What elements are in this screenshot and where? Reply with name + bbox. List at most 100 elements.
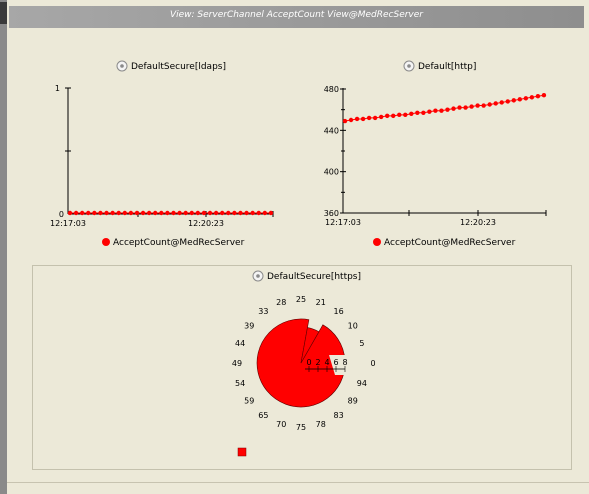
data-point bbox=[219, 210, 225, 216]
ring-label: 59 bbox=[244, 397, 254, 406]
window-title: View: ServerChannel AcceptCount View@Med… bbox=[169, 10, 423, 20]
data-point bbox=[487, 102, 492, 107]
legend-marker-ldaps bbox=[102, 238, 110, 246]
ring-label: 44 bbox=[235, 339, 245, 348]
x-tick-label-mid: 12:20:23 bbox=[188, 219, 224, 228]
data-point bbox=[469, 104, 474, 109]
y-tick-label: 480 bbox=[324, 85, 339, 94]
ldaps-line-chart: 1 0 12:17:03 12:20:23 bbox=[50, 84, 274, 228]
x-tick-label-start: 12:17:03 bbox=[50, 219, 86, 228]
legend-marker-http bbox=[373, 238, 381, 246]
window-title-bar[interactable]: View: ServerChannel AcceptCount View@Med… bbox=[9, 6, 584, 28]
data-point bbox=[177, 210, 182, 216]
data-point bbox=[415, 110, 420, 115]
edge-handle bbox=[0, 2, 7, 24]
data-point bbox=[403, 112, 408, 118]
y-tick-label-1: 1 bbox=[55, 84, 60, 93]
bottom-divider bbox=[7, 482, 589, 483]
chart-title-http: Default[http] bbox=[418, 62, 476, 72]
x-tick-label-start: 12:17:03 bbox=[325, 218, 361, 227]
gear-icon bbox=[252, 270, 264, 282]
ring-label: 70 bbox=[276, 420, 286, 429]
data-point bbox=[195, 210, 201, 216]
data-point bbox=[146, 210, 152, 216]
data-point bbox=[201, 210, 207, 216]
data-point bbox=[439, 108, 444, 113]
data-point bbox=[140, 210, 146, 216]
data-point bbox=[463, 105, 468, 110]
ring-label: 28 bbox=[276, 298, 286, 307]
ring-label: 5 bbox=[359, 339, 364, 348]
y-tick-label: 440 bbox=[324, 126, 339, 135]
http-line-chart: 12:17:03 12:20:23 360 400 440 480 bbox=[324, 85, 547, 227]
data-point bbox=[153, 210, 158, 216]
pie-cutout bbox=[329, 355, 346, 375]
data-point bbox=[98, 210, 103, 216]
data-point bbox=[86, 210, 91, 216]
data-point bbox=[238, 210, 243, 216]
data-point bbox=[451, 106, 456, 111]
data-point bbox=[128, 210, 134, 216]
data-point bbox=[159, 210, 164, 216]
data-point bbox=[67, 210, 73, 216]
data-point bbox=[541, 93, 547, 98]
chart-title-ldaps: DefaultSecure[ldaps] bbox=[131, 62, 226, 72]
ring-label: 89 bbox=[348, 397, 358, 406]
data-point bbox=[244, 210, 249, 216]
data-point bbox=[250, 210, 255, 216]
ring-label: 75 bbox=[296, 423, 306, 432]
data-point bbox=[354, 116, 360, 122]
data-point bbox=[433, 108, 438, 113]
data-point bbox=[378, 114, 384, 120]
chart-title-https: DefaultSecure[https] bbox=[267, 272, 361, 282]
data-point bbox=[481, 103, 486, 108]
ring-label: 39 bbox=[244, 321, 254, 330]
ring-label: 94 bbox=[357, 379, 367, 388]
legend-label-http: AcceptCount@MedRecServer bbox=[384, 238, 516, 248]
data-point bbox=[523, 96, 529, 101]
data-point bbox=[391, 113, 396, 119]
data-point bbox=[372, 115, 378, 121]
radial-tick-label: 2 bbox=[315, 358, 320, 367]
y-tick-label: 400 bbox=[324, 168, 339, 177]
data-point bbox=[104, 210, 109, 216]
ring-label: 16 bbox=[334, 307, 344, 316]
data-point bbox=[73, 210, 79, 216]
ring-label: 21 bbox=[316, 298, 326, 307]
view-window: View: ServerChannel AcceptCount View@Med… bbox=[7, 0, 589, 494]
radial-tick-label: 8 bbox=[342, 358, 347, 367]
ring-label: 65 bbox=[258, 411, 268, 420]
data-point bbox=[122, 210, 127, 216]
data-point bbox=[511, 98, 516, 103]
y-tick-label-0: 0 bbox=[59, 210, 64, 219]
radial-tick-label: 6 bbox=[333, 358, 338, 367]
data-point bbox=[116, 210, 121, 216]
ring-label: 33 bbox=[258, 307, 268, 316]
data-point bbox=[505, 99, 510, 104]
ring-label: 78 bbox=[316, 420, 326, 429]
radial-tick-label: 4 bbox=[324, 358, 329, 367]
https-chart-panel bbox=[32, 265, 572, 470]
data-point bbox=[189, 210, 194, 216]
data-point bbox=[397, 112, 402, 118]
data-point bbox=[366, 115, 372, 121]
ring-label: 49 bbox=[232, 359, 242, 368]
data-point bbox=[535, 94, 541, 99]
pie-slice-notch bbox=[300, 327, 320, 364]
data-point bbox=[409, 111, 414, 117]
data-point bbox=[79, 210, 85, 216]
data-point bbox=[475, 103, 480, 108]
data-point bbox=[165, 210, 170, 216]
ring-label: 25 bbox=[296, 295, 306, 304]
data-point bbox=[207, 210, 213, 216]
gear-icon bbox=[403, 60, 415, 72]
data-point bbox=[226, 210, 231, 216]
data-point bbox=[427, 109, 432, 114]
data-point bbox=[171, 210, 176, 216]
gear-icon bbox=[116, 60, 128, 72]
data-point bbox=[342, 118, 348, 124]
data-point bbox=[445, 107, 450, 112]
radial-tick-label: 0 bbox=[306, 358, 311, 367]
